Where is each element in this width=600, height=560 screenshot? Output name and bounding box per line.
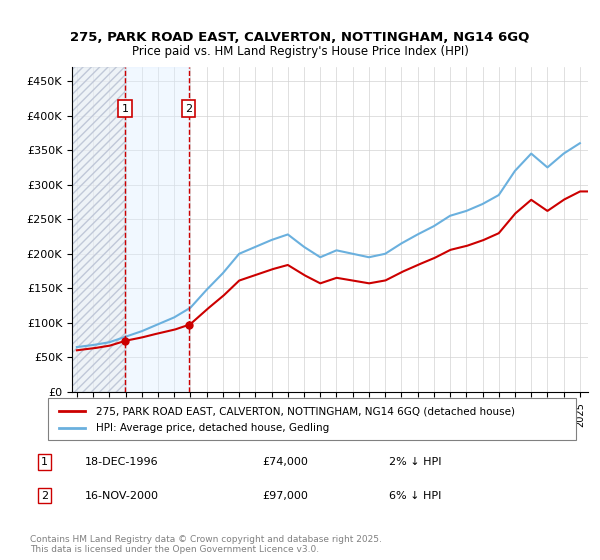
- Text: 2% ↓ HPI: 2% ↓ HPI: [389, 457, 442, 467]
- Text: £97,000: £97,000: [262, 491, 308, 501]
- Text: 275, PARK ROAD EAST, CALVERTON, NOTTINGHAM, NG14 6GQ (detached house): 275, PARK ROAD EAST, CALVERTON, NOTTINGH…: [95, 406, 515, 416]
- Bar: [69, 67, 125, 392]
- Text: 2: 2: [41, 491, 48, 501]
- Bar: [69, 67, 125, 392]
- Text: 275, PARK ROAD EAST, CALVERTON, NOTTINGHAM, NG14 6GQ: 275, PARK ROAD EAST, CALVERTON, NOTTINGH…: [70, 31, 530, 44]
- Text: 16-NOV-2000: 16-NOV-2000: [85, 491, 159, 501]
- Text: Contains HM Land Registry data © Crown copyright and database right 2025.
This d: Contains HM Land Registry data © Crown c…: [30, 535, 382, 554]
- FancyBboxPatch shape: [48, 398, 576, 440]
- Text: 18-DEC-1996: 18-DEC-1996: [85, 457, 159, 467]
- Text: 6% ↓ HPI: 6% ↓ HPI: [389, 491, 441, 501]
- Text: 2: 2: [185, 104, 192, 114]
- Text: 1: 1: [121, 104, 128, 114]
- Text: HPI: Average price, detached house, Gedling: HPI: Average price, detached house, Gedl…: [95, 423, 329, 433]
- Text: Price paid vs. HM Land Registry's House Price Index (HPI): Price paid vs. HM Land Registry's House …: [131, 45, 469, 58]
- Bar: [125, 67, 188, 392]
- Text: 1: 1: [41, 457, 48, 467]
- Text: £74,000: £74,000: [262, 457, 308, 467]
